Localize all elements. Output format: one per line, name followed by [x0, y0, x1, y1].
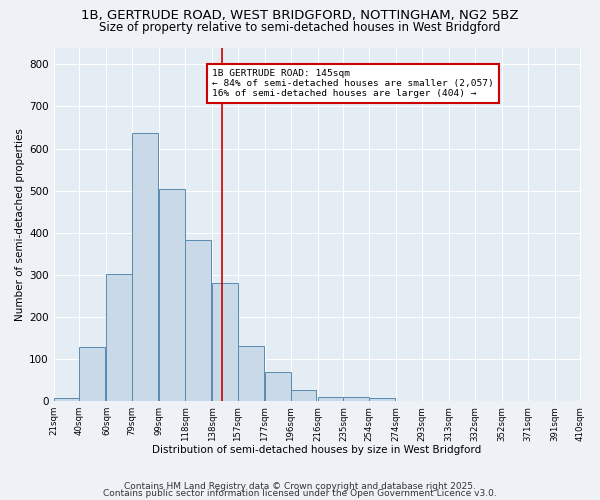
Text: Contains public sector information licensed under the Open Government Licence v3: Contains public sector information licen… [103, 488, 497, 498]
Bar [238, 346, 263, 401]
X-axis label: Distribution of semi-detached houses by size in West Bridgford: Distribution of semi-detached houses by … [152, 445, 482, 455]
Text: Contains HM Land Registry data © Crown copyright and database right 2025.: Contains HM Land Registry data © Crown c… [124, 482, 476, 491]
Bar [318, 397, 343, 401]
Text: Size of property relative to semi-detached houses in West Bridgford: Size of property relative to semi-detach… [99, 22, 501, 35]
Bar [265, 372, 290, 401]
Bar [185, 240, 211, 401]
Bar [290, 390, 316, 401]
Bar [106, 274, 132, 401]
Bar [212, 283, 238, 401]
Text: 1B, GERTRUDE ROAD, WEST BRIDGFORD, NOTTINGHAM, NG2 5BZ: 1B, GERTRUDE ROAD, WEST BRIDGFORD, NOTTI… [81, 9, 519, 22]
Bar [53, 398, 79, 401]
Bar [159, 190, 185, 401]
Bar [132, 133, 158, 401]
Bar [343, 397, 369, 401]
Y-axis label: Number of semi-detached properties: Number of semi-detached properties [15, 128, 25, 320]
Bar [79, 347, 105, 401]
Text: 1B GERTRUDE ROAD: 145sqm
← 84% of semi-detached houses are smaller (2,057)
16% o: 1B GERTRUDE ROAD: 145sqm ← 84% of semi-d… [212, 68, 494, 98]
Bar [369, 398, 395, 401]
